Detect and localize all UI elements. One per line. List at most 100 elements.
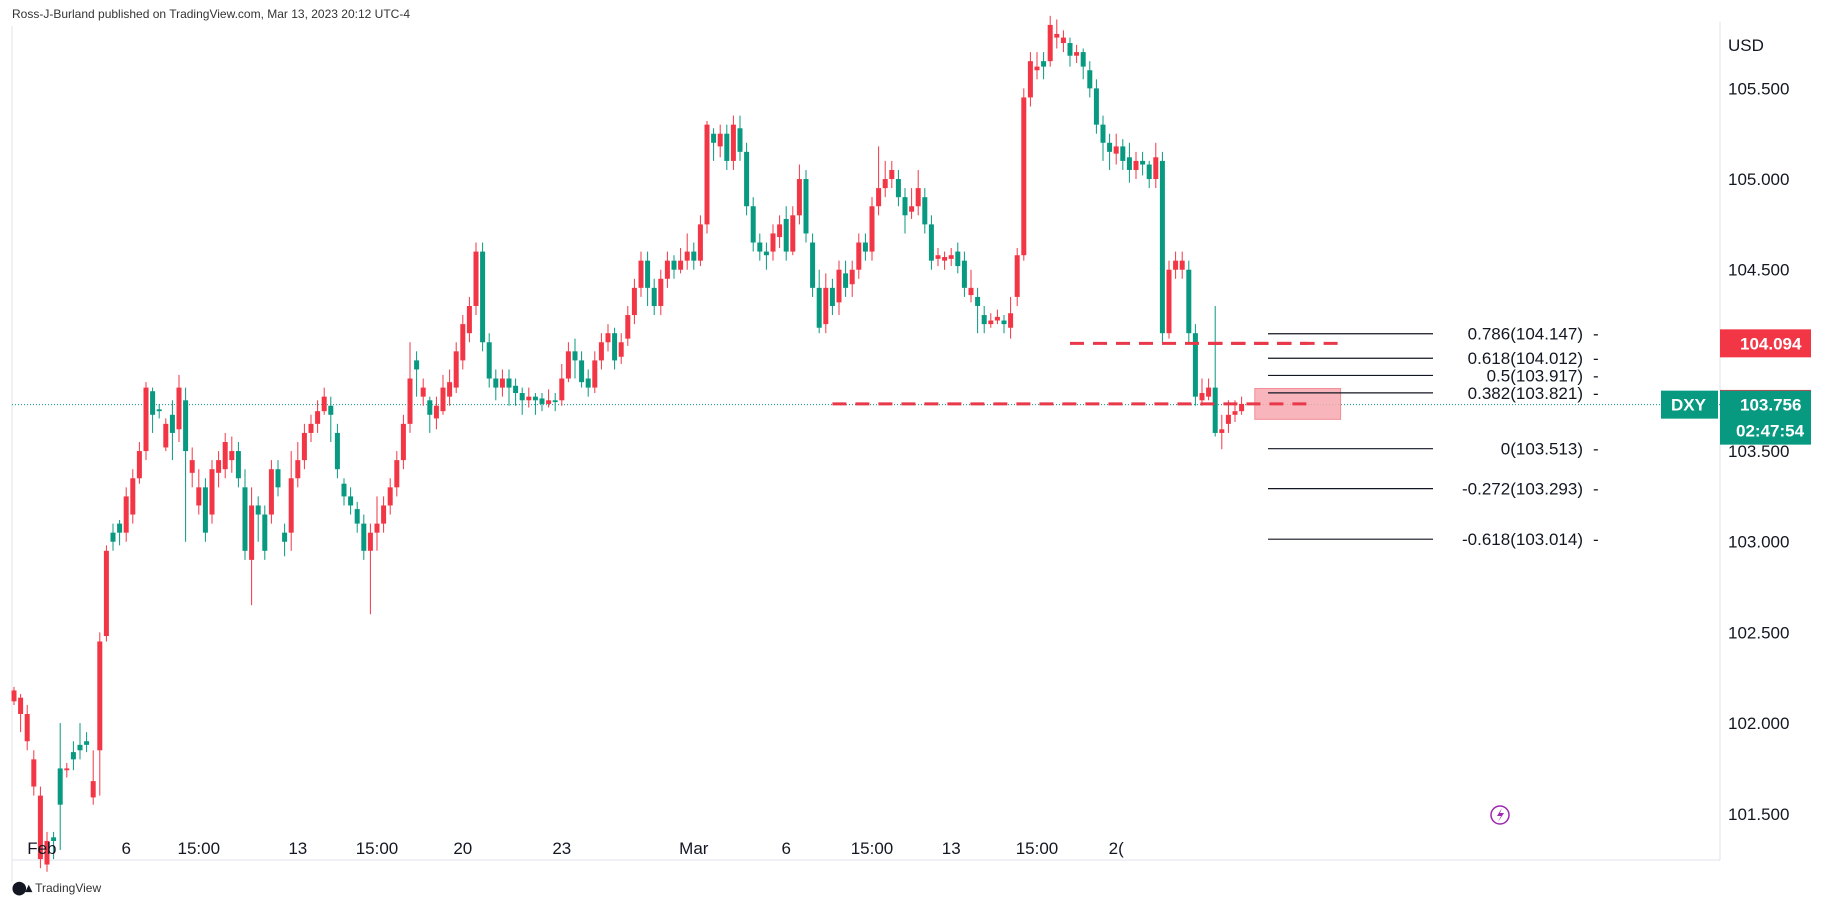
candle-body — [928, 224, 934, 261]
candle-body — [1199, 393, 1205, 401]
candle-body — [242, 487, 248, 551]
candle-body — [612, 333, 618, 361]
candle-body — [816, 287, 822, 328]
candle-body — [750, 206, 756, 243]
candle-body — [156, 409, 162, 412]
time-tick-label: 2( — [1109, 839, 1124, 858]
candle-body — [262, 514, 268, 551]
time-tick-label: Mar — [679, 839, 709, 858]
candle-body — [473, 251, 479, 306]
price-tick-label: 103.500 — [1728, 442, 1789, 461]
candle-body — [37, 795, 43, 860]
candle-body — [1093, 88, 1099, 125]
candle-body — [856, 242, 862, 270]
candle-body — [1179, 260, 1185, 270]
candle-body — [876, 188, 882, 207]
candle-body — [117, 523, 123, 533]
candle-body — [480, 251, 486, 343]
candle-body — [717, 133, 723, 147]
candle-body — [506, 378, 512, 388]
candle-body — [810, 242, 816, 288]
price-tick-label: 103.000 — [1728, 533, 1789, 552]
candle-body — [1153, 157, 1159, 180]
candle-body — [486, 342, 492, 379]
candle-body — [31, 759, 37, 787]
candle-body — [625, 315, 631, 339]
last-price-box — [1720, 390, 1811, 445]
fib-level-tick: - — [1593, 349, 1599, 368]
candle-body — [1113, 146, 1119, 154]
candle-body — [526, 396, 532, 401]
time-tick-label: 13 — [942, 839, 961, 858]
time-tick-label: 15:00 — [1016, 839, 1059, 858]
candle-body — [374, 523, 380, 533]
candle-body — [651, 287, 657, 306]
candle-body — [691, 251, 697, 261]
candle-body — [737, 128, 743, 152]
candle-body — [803, 179, 809, 234]
candle-body — [1021, 97, 1027, 256]
candle-body — [565, 351, 571, 379]
candle-body — [777, 224, 783, 238]
currency-label: USD — [1728, 36, 1764, 55]
candle-body — [915, 188, 921, 207]
candle-body — [136, 451, 142, 479]
candle-body — [202, 487, 208, 533]
candle-body — [664, 260, 670, 279]
candle-body — [790, 215, 796, 252]
last-price-value: 103.756 — [1740, 396, 1801, 415]
fib-level-label: 0.618(104.012) — [1468, 349, 1583, 368]
price-label-text: 104.094 — [1740, 334, 1802, 353]
lightning-icon[interactable] — [1490, 805, 1510, 825]
price-tick-label: 105.500 — [1728, 79, 1789, 98]
candle-body — [1087, 70, 1093, 89]
fib-level-label: -0.618(103.014) — [1462, 530, 1583, 549]
candle-body — [968, 287, 974, 296]
candle-body — [90, 781, 96, 798]
candle-body — [988, 320, 994, 325]
fib-level-label: 0(103.513) — [1501, 440, 1583, 459]
footer-branding: ⬤▴ TradingView — [12, 880, 101, 896]
candle-body — [381, 505, 387, 524]
candle-body — [882, 179, 888, 189]
fib-level-tick: - — [1593, 440, 1599, 459]
candle-body — [684, 251, 690, 261]
candle-body — [1060, 37, 1066, 44]
candle-body — [1133, 160, 1139, 170]
candle-body — [394, 460, 400, 488]
candle-body — [519, 393, 525, 401]
candle-body — [130, 478, 136, 515]
candle-body — [1159, 160, 1165, 334]
price-tick-label: 102.000 — [1728, 714, 1789, 733]
candle-body — [24, 714, 30, 742]
candle-body — [638, 260, 644, 288]
candle-body — [354, 509, 360, 524]
candle-body — [1192, 333, 1198, 397]
candle-body — [1054, 33, 1060, 38]
candle-body — [579, 360, 585, 383]
time-tick-label: 13 — [288, 839, 307, 858]
candle-body — [163, 423, 169, 448]
candle-body — [598, 342, 604, 361]
candle-body — [546, 400, 552, 404]
fib-level-label: 0.5(103.917) — [1487, 366, 1583, 385]
candle-body — [836, 269, 842, 303]
candle-body — [84, 741, 90, 745]
candle-body — [935, 255, 941, 259]
candle-body — [447, 382, 453, 397]
candle-body — [18, 697, 24, 715]
candle-body — [1067, 43, 1073, 56]
candle-body — [209, 469, 215, 515]
candle-body — [552, 400, 558, 403]
candle-body — [407, 378, 413, 424]
candle-body — [315, 411, 321, 424]
candle-body — [1014, 255, 1020, 297]
candle-body — [711, 133, 717, 143]
candle-body — [143, 387, 149, 452]
candle-body — [981, 315, 987, 325]
candle-body — [559, 378, 565, 401]
candle-body — [97, 641, 103, 751]
candle-body — [909, 206, 915, 212]
candle-body — [150, 391, 156, 415]
